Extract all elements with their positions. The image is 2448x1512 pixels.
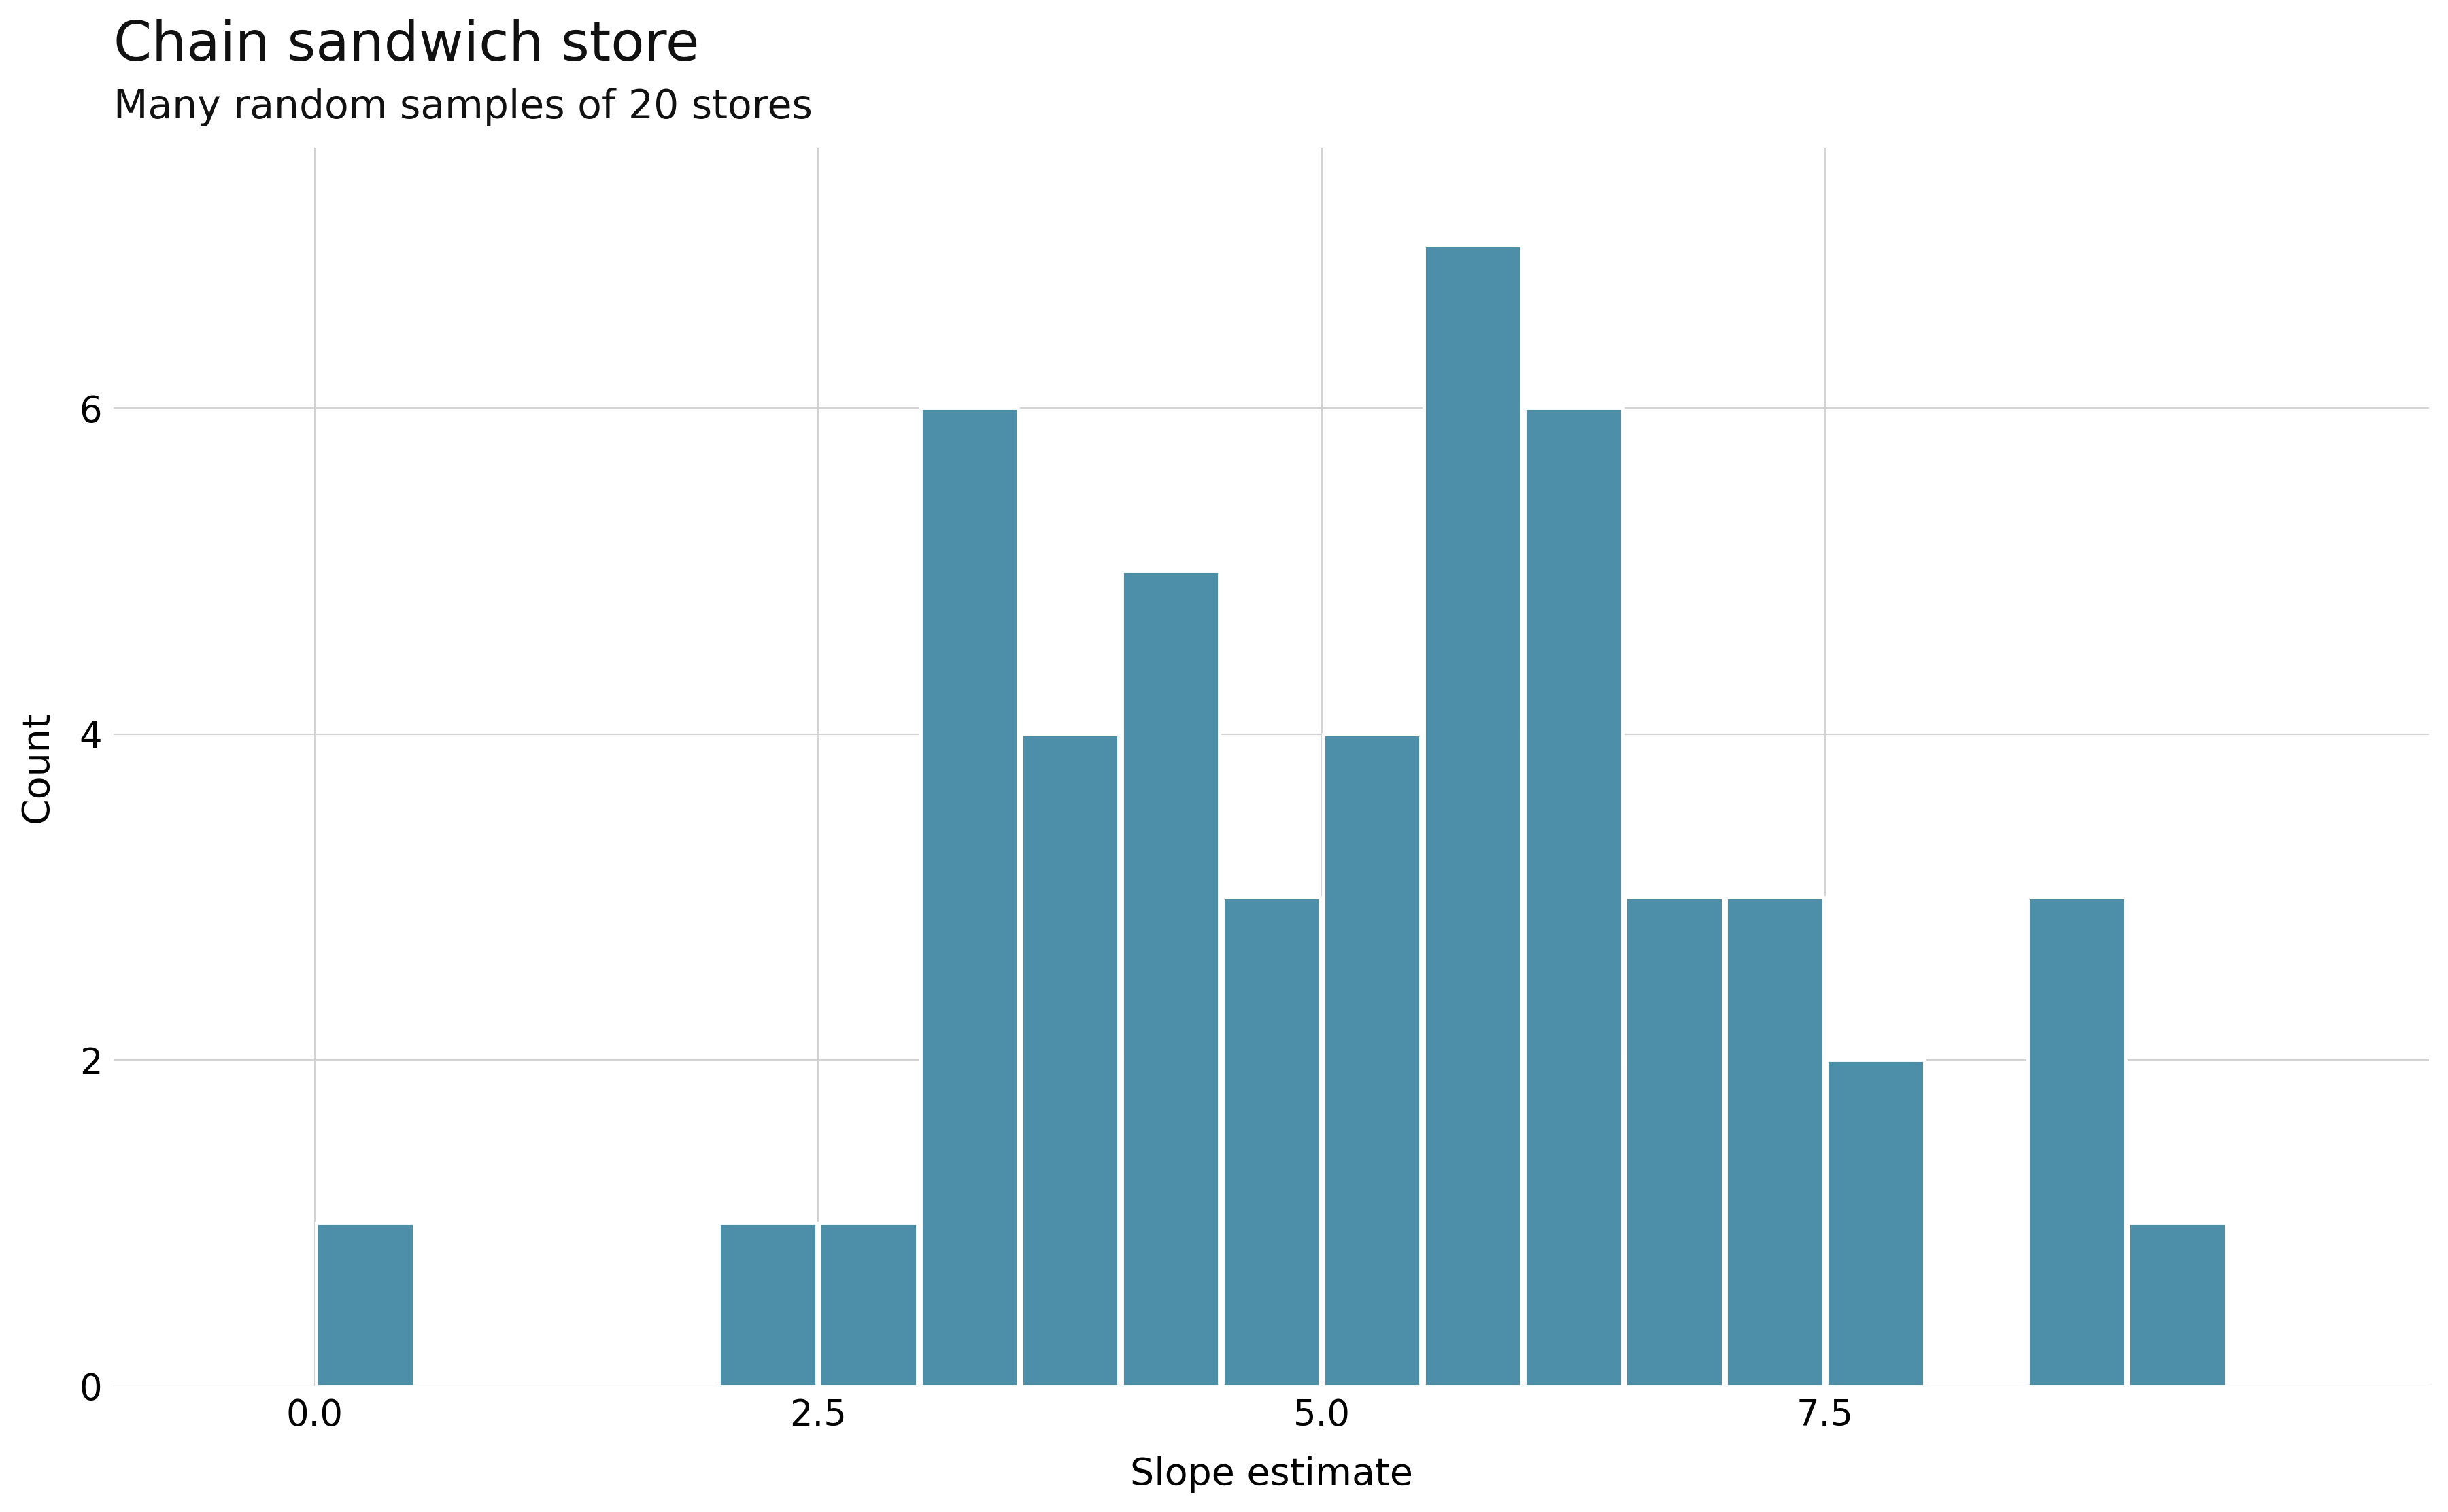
Bar [820,1223,918,1387]
Bar [1222,897,1319,1387]
Bar [1826,1060,1924,1387]
Bar [2027,897,2125,1387]
Bar [2130,1223,2225,1387]
Bar [1726,897,1824,1387]
Bar [1625,897,1723,1387]
Bar [1525,408,1623,1387]
Bar [1121,572,1219,1387]
Text: Chain sandwich store: Chain sandwich store [113,18,700,73]
Text: Many random samples of 20 stores: Many random samples of 20 stores [113,88,813,127]
Y-axis label: Count: Count [20,711,56,823]
Bar [1322,735,1420,1387]
Bar [920,408,1018,1387]
Bar [1425,245,1523,1387]
Bar [720,1223,818,1387]
X-axis label: Slope estimate: Slope estimate [1131,1456,1412,1494]
Bar [1021,735,1119,1387]
Bar [316,1223,414,1387]
